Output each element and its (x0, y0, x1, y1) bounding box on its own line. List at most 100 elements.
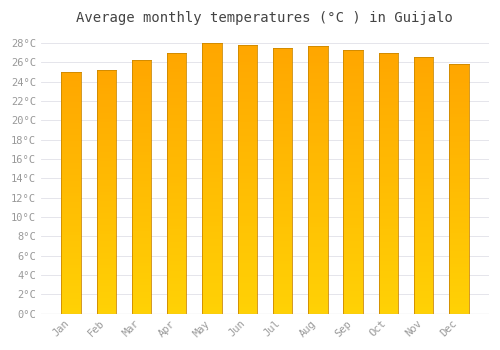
Bar (132, 273, 151, 276)
Bar (414, 102, 434, 105)
Bar (167, 268, 186, 271)
Bar (167, 52, 186, 56)
Bar (308, 99, 328, 103)
Bar (308, 264, 328, 267)
Bar (378, 75, 398, 79)
Bar (308, 203, 328, 206)
Bar (202, 222, 222, 226)
Bar (449, 217, 468, 220)
Bar (308, 277, 328, 280)
Bar (96, 256, 116, 259)
Bar (202, 134, 222, 138)
Bar (378, 190, 398, 193)
Bar (378, 288, 398, 291)
Bar (132, 127, 151, 130)
Bar (344, 89, 363, 92)
Bar (344, 188, 363, 191)
Bar (96, 146, 116, 149)
Bar (414, 99, 434, 102)
Bar (202, 43, 222, 46)
Bar (62, 145, 80, 147)
Bar (132, 120, 151, 124)
Bar (238, 169, 257, 173)
Bar (96, 308, 116, 311)
Bar (167, 232, 186, 235)
Bar (378, 173, 398, 177)
Bar (202, 87, 222, 90)
Bar (273, 98, 292, 101)
Bar (132, 108, 151, 111)
Bar (96, 292, 116, 295)
Bar (449, 189, 468, 192)
Bar (202, 60, 222, 63)
Bar (273, 244, 292, 247)
Bar (132, 146, 151, 149)
Bar (449, 254, 468, 258)
Bar (273, 220, 292, 224)
Bar (273, 101, 292, 104)
Bar (449, 80, 468, 83)
Bar (96, 82, 116, 85)
Bar (62, 163, 80, 166)
Bar (96, 250, 116, 253)
Bar (238, 176, 257, 179)
Bar (132, 247, 151, 250)
Bar (273, 171, 292, 174)
Bar (378, 56, 398, 59)
Bar (132, 219, 151, 222)
Bar (96, 198, 116, 201)
Bar (273, 174, 292, 177)
Bar (308, 149, 328, 153)
Bar (96, 155, 116, 158)
Bar (238, 280, 257, 284)
Bar (378, 72, 398, 75)
Bar (62, 214, 80, 217)
Bar (344, 281, 363, 284)
Bar (167, 284, 186, 288)
Bar (96, 113, 116, 116)
Bar (449, 86, 468, 89)
Bar (132, 95, 151, 98)
Bar (238, 122, 257, 126)
Bar (414, 138, 434, 141)
Bar (378, 167, 398, 170)
Bar (62, 287, 80, 289)
Bar (167, 95, 186, 98)
Bar (308, 113, 328, 116)
Bar (308, 63, 328, 66)
Bar (62, 130, 80, 132)
Bar (96, 180, 116, 183)
Bar (238, 270, 257, 273)
Bar (273, 214, 292, 217)
Bar (202, 165, 222, 168)
Bar (62, 304, 80, 308)
Bar (414, 96, 434, 99)
Bar (414, 301, 434, 304)
Bar (132, 79, 151, 83)
Bar (308, 83, 328, 86)
Bar (378, 170, 398, 173)
Bar (167, 56, 186, 59)
Bar (344, 278, 363, 281)
Bar (62, 117, 80, 120)
Bar (132, 83, 151, 86)
Bar (414, 246, 434, 250)
Bar (96, 271, 116, 274)
Bar (62, 75, 80, 78)
Bar (167, 82, 186, 85)
Bar (62, 72, 80, 75)
Bar (62, 274, 80, 278)
Bar (202, 195, 222, 198)
Bar (344, 172, 363, 175)
Bar (308, 210, 328, 213)
Bar (449, 220, 468, 223)
Bar (96, 247, 116, 250)
Bar (238, 294, 257, 297)
Bar (414, 131, 434, 134)
Bar (132, 310, 151, 314)
Bar (96, 253, 116, 256)
Bar (167, 141, 186, 144)
Bar (238, 300, 257, 303)
Bar (344, 112, 363, 116)
Bar (132, 184, 151, 187)
